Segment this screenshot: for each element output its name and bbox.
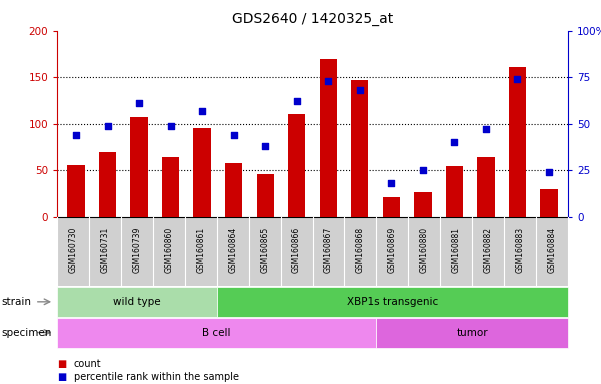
Text: GSM160865: GSM160865 [260,227,269,273]
Text: B cell: B cell [203,328,231,338]
Text: tumor: tumor [456,328,488,338]
Text: GSM160730: GSM160730 [69,227,78,273]
Text: ■: ■ [57,372,66,382]
Bar [446,166,463,217]
Bar [288,114,305,217]
Text: percentile rank within the sample: percentile rank within the sample [74,372,239,382]
Bar [351,80,368,217]
Text: GSM160739: GSM160739 [132,227,141,273]
Text: GSM160869: GSM160869 [388,227,397,273]
Point [229,132,239,138]
Point [71,132,81,138]
Bar [225,163,242,217]
Bar [99,152,116,217]
Bar [320,59,337,217]
Text: count: count [74,359,102,369]
Point [292,98,302,104]
Text: wild type: wild type [113,297,160,307]
Point [166,122,175,129]
Bar [67,165,85,217]
Point [260,143,270,149]
Text: GSM160868: GSM160868 [356,227,365,273]
Point [513,76,522,82]
Point [450,139,459,146]
Bar [414,192,432,217]
Text: ■: ■ [57,359,66,369]
Point [103,122,112,129]
Text: GSM160883: GSM160883 [516,227,525,273]
Text: GSM160864: GSM160864 [228,227,237,273]
Point [545,169,554,175]
Point [323,78,333,84]
Text: XBP1s transgenic: XBP1s transgenic [347,297,438,307]
Point [386,180,396,187]
Text: GSM160860: GSM160860 [164,227,173,273]
Point [481,126,491,132]
Point [197,108,207,114]
Point [418,167,428,174]
Text: GSM160884: GSM160884 [548,227,557,273]
Bar [383,197,400,217]
Text: GSM160866: GSM160866 [292,227,301,273]
Point [355,87,365,93]
Bar [540,189,558,217]
Text: GSM160861: GSM160861 [197,227,206,273]
Text: GSM160731: GSM160731 [100,227,109,273]
Bar [257,174,274,217]
Text: GSM160880: GSM160880 [419,227,429,273]
Point [134,100,144,106]
Bar [194,127,211,217]
Text: specimen: specimen [2,328,52,338]
Text: GSM160882: GSM160882 [484,227,493,273]
Bar [509,67,526,217]
Text: GSM160881: GSM160881 [452,227,461,273]
Text: strain: strain [2,297,32,307]
Bar [130,118,148,217]
Bar [477,157,495,217]
Text: GSM160867: GSM160867 [324,227,333,273]
Bar [162,157,179,217]
Text: GDS2640 / 1420325_at: GDS2640 / 1420325_at [232,12,393,25]
